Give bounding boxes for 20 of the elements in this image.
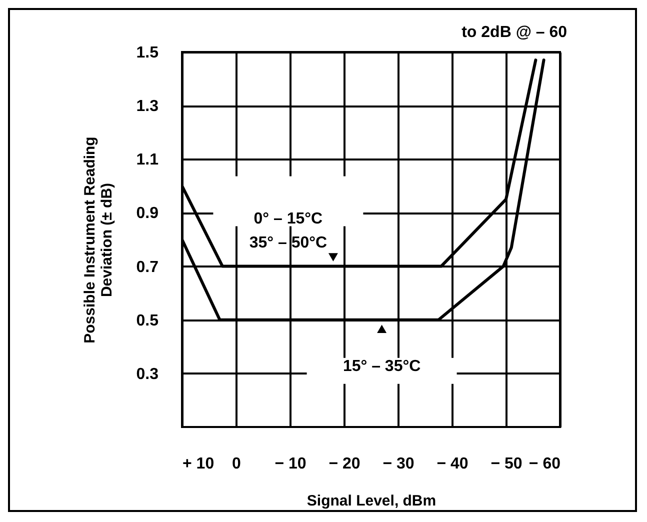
x-tick-label: − 40 bbox=[436, 456, 468, 472]
y-tick-label: 0.7 bbox=[136, 258, 159, 276]
x-tick-label: − 10 bbox=[274, 456, 306, 472]
x-tick-label: 0 bbox=[232, 456, 242, 472]
x-tick-label: + 10 bbox=[182, 456, 214, 472]
text: to 2dB @ – 60 bbox=[462, 24, 568, 41]
x-axis-title: Signal Level, dBm bbox=[306, 492, 436, 510]
y-axis-title: Possible Instrument Reading Deviation (± dB) bbox=[81, 136, 116, 344]
y-tick-label: 0.3 bbox=[136, 366, 159, 383]
x-tick-label: − 20 bbox=[328, 456, 360, 472]
x-tick-label: − 30 bbox=[382, 456, 414, 472]
x-tick-label: − 50 bbox=[490, 456, 522, 472]
y-tick-label: 1.3 bbox=[136, 98, 159, 116]
annotation: 0° – 15°C 35° – 50°C bbox=[249, 210, 328, 252]
y-tick-label: 1.5 bbox=[136, 44, 159, 62]
annotation: 15° – 35°C bbox=[342, 358, 422, 375]
y-tick-label: 1.1 bbox=[136, 152, 159, 169]
y-tick-label: 0.9 bbox=[136, 205, 159, 222]
y-tick-label: 0.5 bbox=[136, 312, 159, 330]
x-tick-label: − 60 bbox=[528, 456, 561, 472]
